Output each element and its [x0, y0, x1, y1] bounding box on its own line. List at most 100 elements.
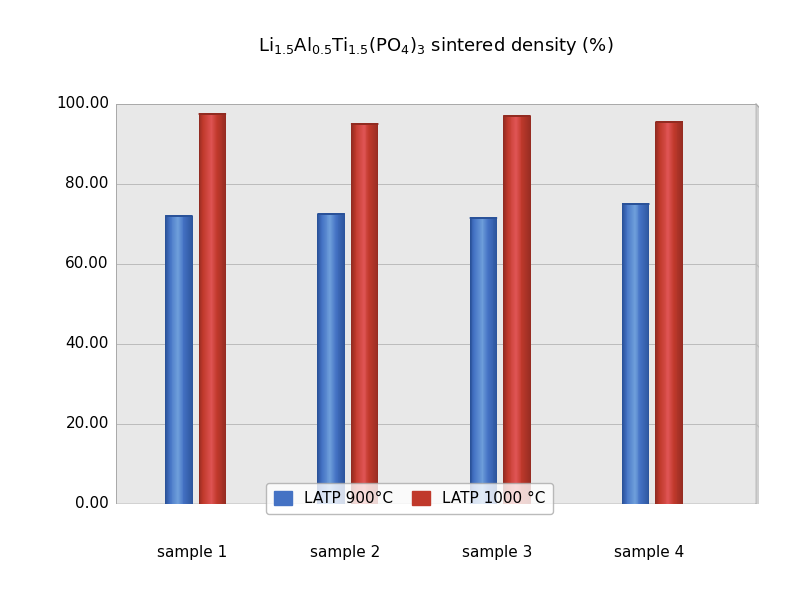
Bar — [504, 116, 505, 504]
Bar — [511, 116, 512, 504]
Bar — [471, 218, 472, 504]
Bar — [639, 204, 640, 504]
Bar — [189, 216, 190, 504]
Bar — [362, 124, 363, 504]
Bar — [506, 116, 507, 504]
Bar — [361, 124, 362, 504]
Bar — [212, 114, 213, 504]
Text: sample 1: sample 1 — [157, 545, 228, 560]
Text: sample 3: sample 3 — [462, 545, 532, 560]
Bar — [324, 214, 326, 504]
Bar — [204, 114, 205, 504]
Bar — [679, 122, 680, 504]
Text: 100.00: 100.00 — [56, 97, 109, 112]
Bar — [321, 214, 322, 504]
Bar — [205, 114, 206, 504]
Bar — [320, 214, 321, 504]
Bar — [374, 124, 375, 504]
Bar — [622, 204, 623, 504]
Bar — [327, 214, 328, 504]
Bar — [330, 214, 331, 504]
Bar — [666, 122, 667, 504]
Bar — [358, 124, 360, 504]
Bar — [668, 122, 670, 504]
Bar — [627, 204, 628, 504]
Bar — [187, 216, 188, 504]
Bar — [344, 214, 345, 504]
Bar — [318, 214, 320, 504]
Bar — [676, 122, 677, 504]
Bar — [476, 218, 477, 504]
Bar — [525, 116, 526, 504]
Bar — [663, 122, 664, 504]
Bar — [352, 124, 353, 504]
Bar — [508, 116, 509, 504]
Bar — [177, 216, 178, 504]
Bar — [202, 114, 203, 504]
Title: Li$_{1.5}$Al$_{0.5}$Ti$_{1.5}$(PO$_4$)$_3$ sintered density (%): Li$_{1.5}$Al$_{0.5}$Ti$_{1.5}$(PO$_4$)$_… — [258, 35, 613, 57]
Bar — [658, 122, 659, 504]
Bar — [213, 114, 214, 504]
Bar — [191, 216, 192, 504]
Bar — [171, 216, 172, 504]
Bar — [175, 216, 176, 504]
Bar — [200, 114, 201, 504]
Bar — [373, 124, 374, 504]
Bar — [505, 116, 506, 504]
Bar — [488, 218, 489, 504]
Bar — [671, 122, 672, 504]
Bar — [677, 122, 678, 504]
Bar — [203, 114, 204, 504]
Bar — [487, 218, 488, 504]
Bar — [168, 216, 169, 504]
Text: sample 4: sample 4 — [614, 545, 685, 560]
Bar — [628, 204, 630, 504]
Bar — [178, 216, 179, 504]
Bar — [167, 216, 168, 504]
Polygon shape — [117, 104, 756, 504]
Bar — [357, 124, 358, 504]
Bar — [637, 204, 638, 504]
Bar — [660, 122, 661, 504]
Bar — [218, 114, 219, 504]
Bar — [172, 216, 173, 504]
Bar — [331, 214, 332, 504]
Bar — [523, 116, 524, 504]
Bar — [647, 204, 649, 504]
Bar — [356, 124, 357, 504]
Bar — [166, 216, 167, 504]
Bar — [207, 114, 208, 504]
Bar — [631, 204, 632, 504]
Bar — [522, 116, 523, 504]
Bar — [339, 214, 340, 504]
Bar — [636, 204, 637, 504]
Bar — [673, 122, 674, 504]
Bar — [521, 116, 522, 504]
Bar — [360, 124, 361, 504]
Bar — [333, 214, 334, 504]
Bar — [661, 122, 662, 504]
Bar — [169, 216, 171, 504]
Bar — [507, 116, 508, 504]
Bar — [340, 214, 341, 504]
Bar — [208, 114, 209, 504]
Bar — [681, 122, 682, 504]
Bar — [185, 216, 186, 504]
Bar — [516, 116, 517, 504]
Bar — [646, 204, 647, 504]
Bar — [526, 116, 527, 504]
Bar — [369, 124, 370, 504]
Bar — [632, 204, 633, 504]
Bar — [176, 216, 177, 504]
Bar — [630, 204, 631, 504]
Bar — [486, 218, 487, 504]
Bar — [680, 122, 681, 504]
Bar — [657, 122, 658, 504]
Bar — [377, 124, 379, 504]
Bar — [366, 124, 367, 504]
Bar — [478, 218, 479, 504]
Bar — [645, 204, 646, 504]
Text: 40.00: 40.00 — [66, 337, 109, 352]
Bar — [334, 214, 335, 504]
Bar — [634, 204, 636, 504]
